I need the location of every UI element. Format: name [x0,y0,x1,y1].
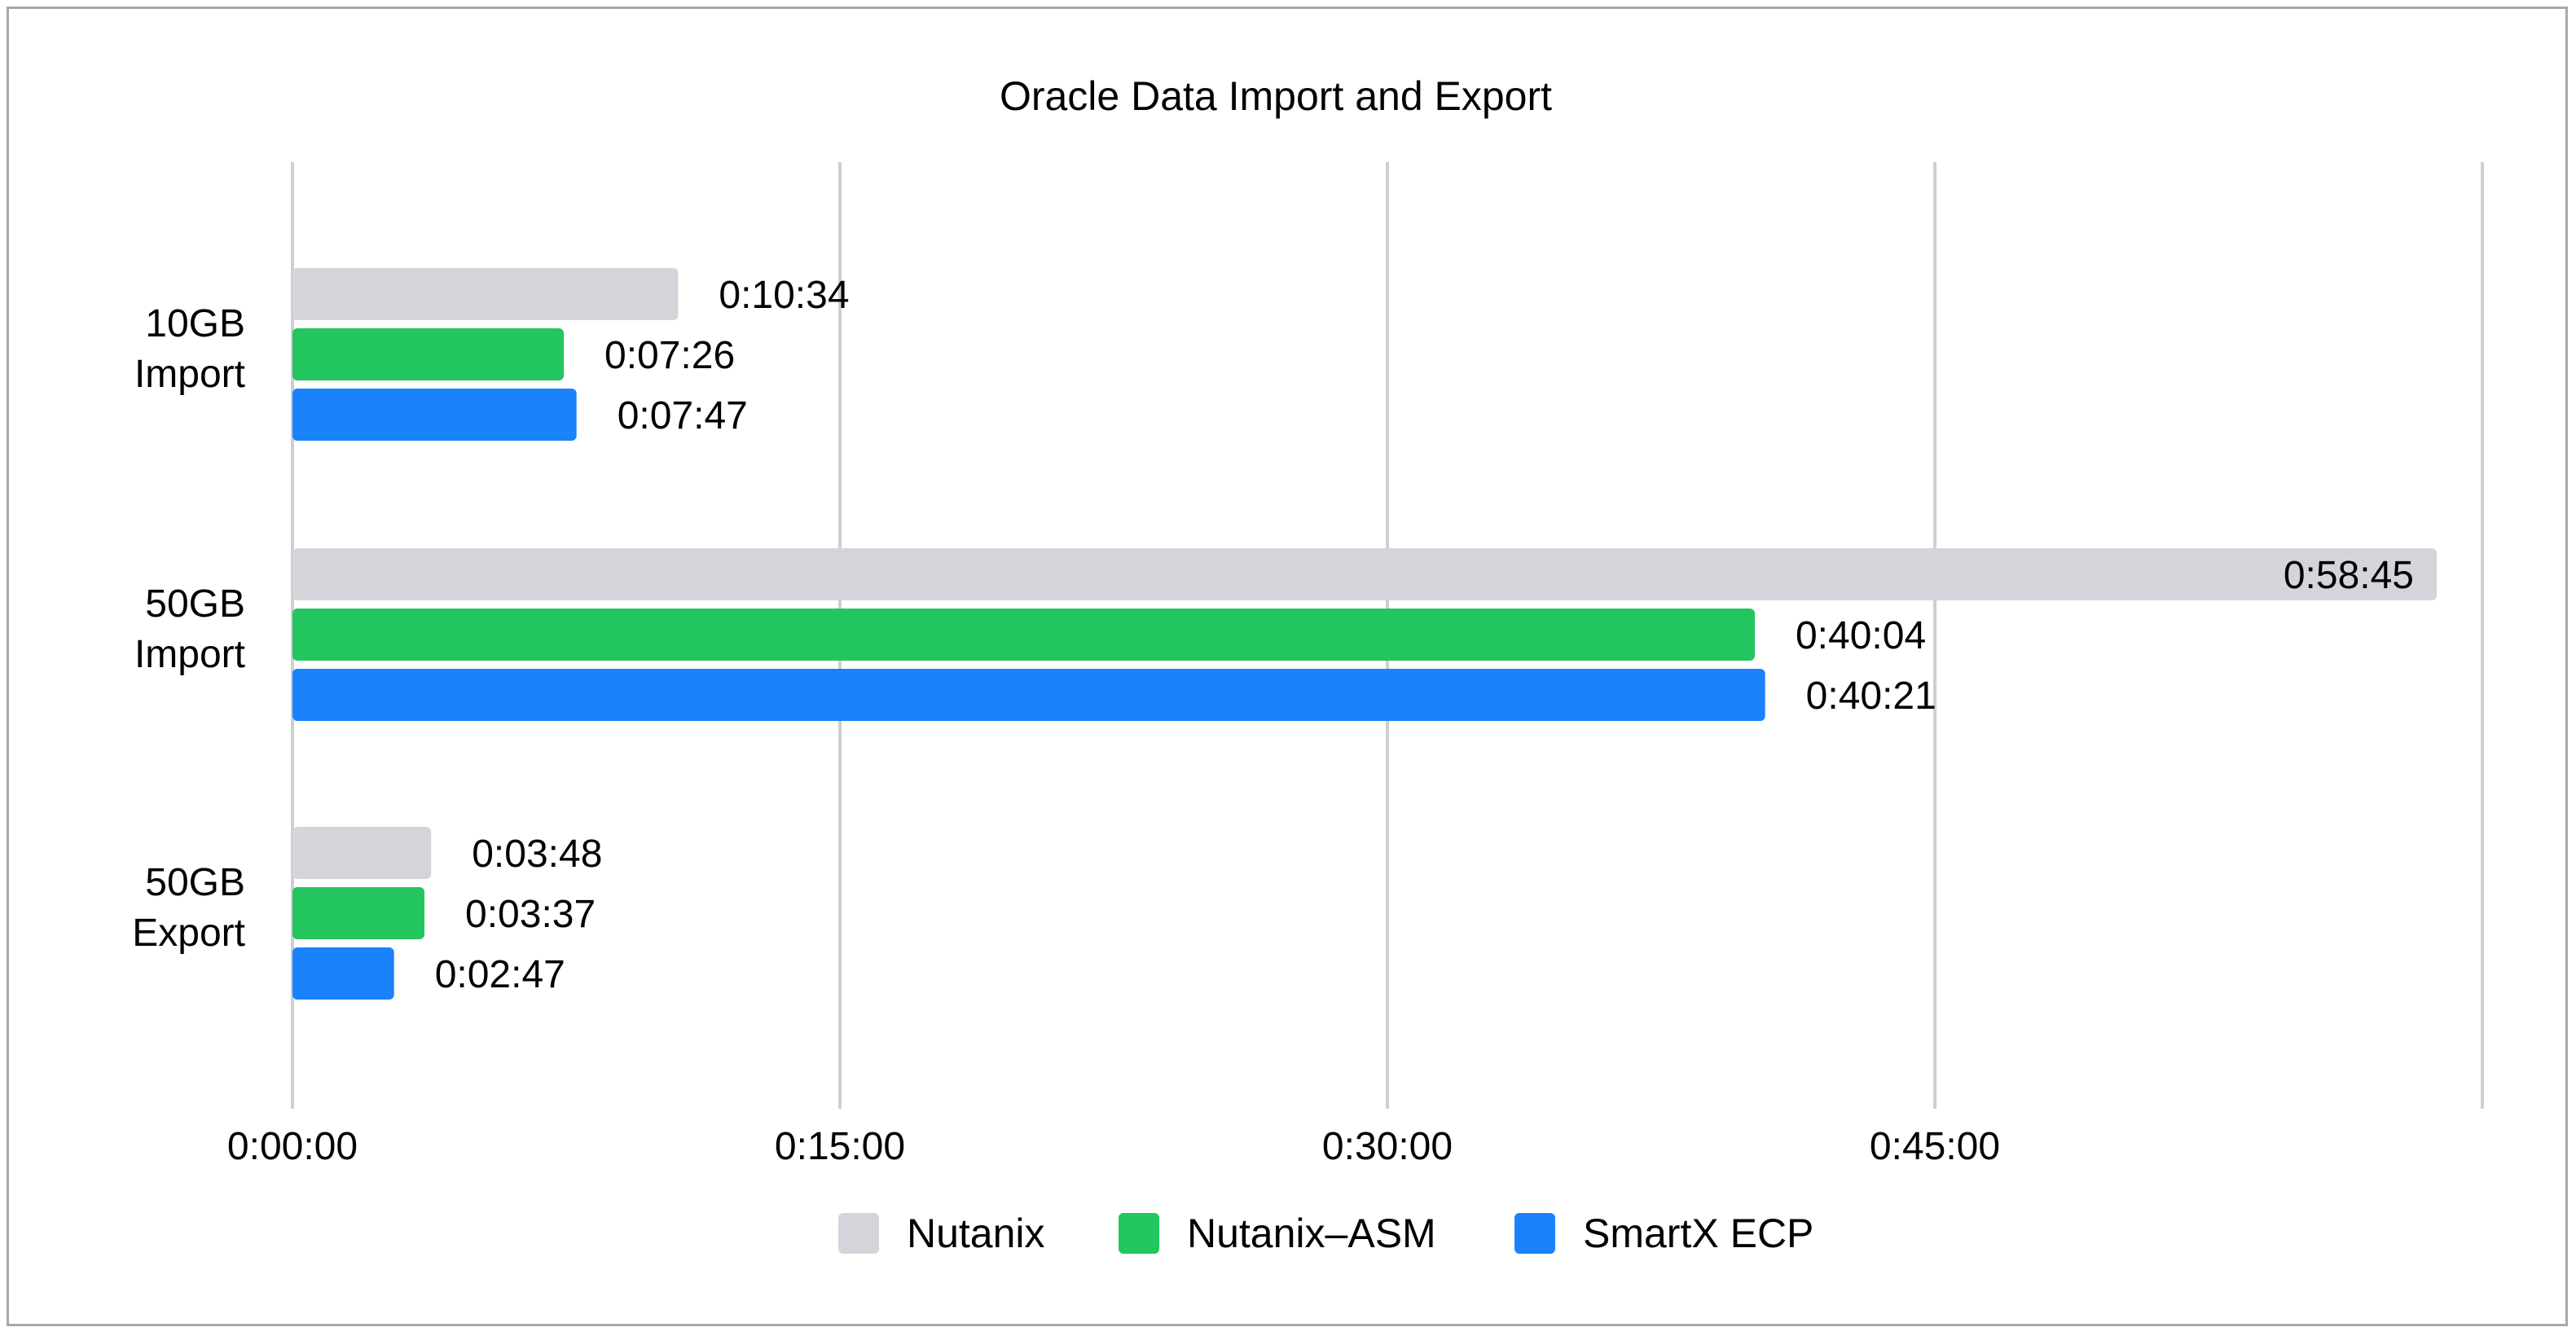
data-label: 0:03:37 [465,893,596,936]
x-tick-label: 0:00:00 [227,1125,358,1168]
legend-swatch [1514,1213,1555,1254]
category-label: 10GB [145,302,245,345]
bar-smartx-ecp [292,389,577,441]
bar-smartx-ecp [292,947,394,1000]
category-label: Import [134,633,245,676]
x-tick-label: 0:45:00 [1870,1125,2000,1168]
bar-nutanix [292,827,432,879]
bar-chart: 0:00:00 0:15:00 0:30:00 0:45:00 10GB Import 0:… [132,73,2484,1256]
data-label: 0:07:26 [604,334,735,377]
legend-label: Nutanix [907,1211,1045,1256]
bar-nutanix [292,548,2437,600]
bar-nutanix-asm [292,328,565,380]
bar-smartx-ecp [292,669,1765,721]
data-label: 0:03:48 [472,833,602,876]
category-label: 50GB [145,861,245,904]
bar-nutanix-asm [292,887,425,939]
bar-nutanix-asm [292,609,1755,661]
legend-label: Nutanix–ASM [1187,1211,1436,1256]
data-label: 0:10:34 [719,274,849,317]
legend: Nutanix Nutanix–ASM SmartX ECP [838,1211,1813,1256]
category-label: Import [134,353,245,396]
data-label: 0:07:47 [618,394,748,437]
x-tick-label: 0:15:00 [775,1125,905,1168]
bar-nutanix [292,268,679,320]
data-label: 0:58:45 [2284,554,2414,597]
legend-swatch [1119,1213,1159,1254]
data-label: 0:40:21 [1806,675,1936,718]
legend-swatch [838,1213,879,1254]
category-label: 50GB [145,582,245,626]
chart-frame: 0:00:00 0:15:00 0:30:00 0:45:00 10GB Import 0:… [7,7,2568,1326]
chart-title: Oracle Data Import and Export [1000,73,1552,119]
legend-label: SmartX ECP [1583,1211,1813,1256]
x-tick-label: 0:30:00 [1322,1125,1453,1168]
data-label: 0:02:47 [435,953,565,996]
data-label: 0:40:04 [1796,614,1926,657]
category-label: Export [132,912,245,955]
bars [292,268,2437,1000]
labels: 0:00:00 0:15:00 0:30:00 0:45:00 10GB Import 0:… [132,274,2414,1168]
